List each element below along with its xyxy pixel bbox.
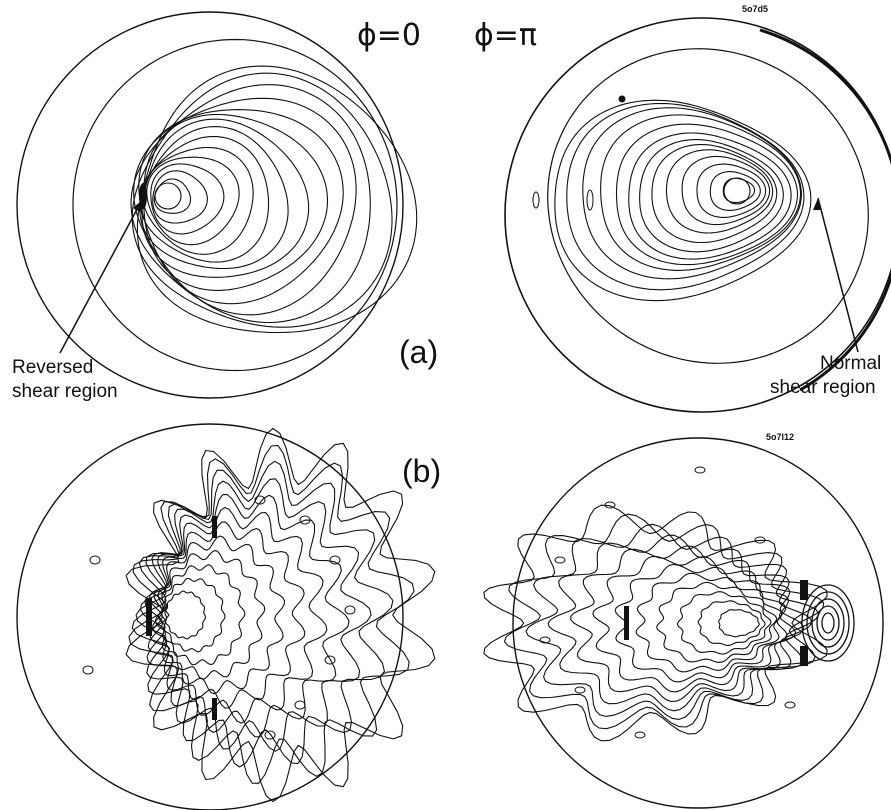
contour-island (295, 701, 305, 709)
panel-b-label: (b) (402, 453, 441, 490)
contour-line (710, 172, 760, 211)
contour-island (533, 192, 539, 208)
boundary-circle (17, 12, 403, 398)
contour-island (90, 556, 100, 564)
contour-line (548, 535, 812, 711)
contour-island (587, 190, 593, 210)
plot-a-phi0 (17, 12, 417, 398)
normal-shear-line2: shear region (770, 376, 876, 400)
contour-island (635, 732, 645, 738)
reversed-shear-line2: shear region (12, 380, 118, 404)
contour-line (151, 164, 224, 234)
contour-line (719, 610, 760, 637)
contour-island (575, 687, 585, 693)
shear-band (146, 598, 152, 636)
shear-band (212, 698, 217, 720)
contour-line (134, 98, 356, 314)
plot-b-phi0 (17, 424, 435, 810)
normal-shear-arrow (818, 198, 858, 352)
contour-line (137, 66, 416, 332)
contour-line (698, 601, 765, 646)
contour-line (73, 40, 397, 371)
plot-b-phipi (484, 438, 883, 808)
phi-zero-label: ϕ=0 (357, 18, 421, 53)
contour-line (140, 137, 268, 263)
contour-island (330, 556, 340, 564)
contour-line (615, 565, 787, 682)
contour-island (83, 666, 93, 674)
contour-line (165, 591, 206, 639)
panel-a-code: 5o7d5 (742, 4, 768, 14)
contour-island (555, 557, 565, 563)
contour-line (131, 85, 370, 323)
shear-band (800, 580, 808, 600)
contour-island (345, 606, 355, 614)
contour-core (155, 183, 181, 209)
contour-line (153, 171, 208, 223)
contour-line (817, 606, 839, 640)
contour-island (265, 731, 275, 739)
contour-line (162, 578, 225, 651)
contour-core (724, 178, 750, 204)
contour-island (785, 702, 795, 708)
shear-band (624, 606, 629, 640)
shear-band (800, 646, 808, 666)
panel-a-label: (a) (399, 334, 438, 371)
panel-b-code: 5o7l12 (766, 432, 794, 442)
marker-dot (619, 96, 626, 103)
normal-shear-line1: Normal (820, 352, 881, 376)
contour-line (601, 115, 801, 271)
boundary-circle (17, 424, 403, 810)
shear-band (212, 516, 217, 538)
contour-line (807, 592, 849, 654)
phi-pi-label: ϕ=π (474, 18, 537, 53)
contour-line (822, 613, 834, 633)
contour-line (126, 428, 435, 801)
annotation-arrows (60, 198, 858, 353)
reversed-shear-line1: Reversed (12, 356, 93, 380)
contour-island (695, 467, 705, 473)
